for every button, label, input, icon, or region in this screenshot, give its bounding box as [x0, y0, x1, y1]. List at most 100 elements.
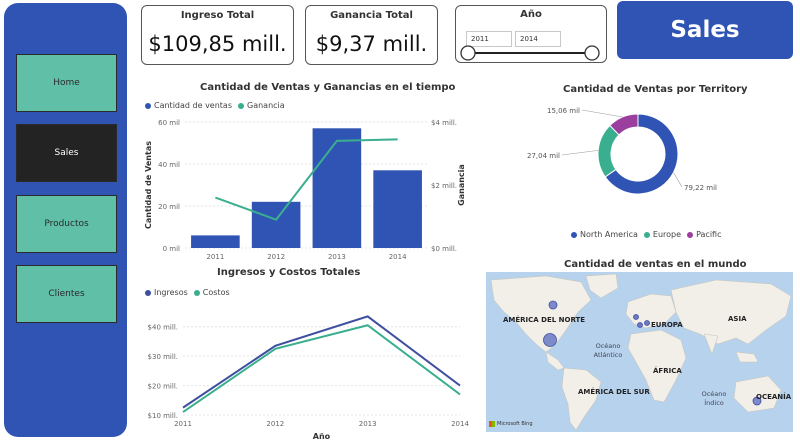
nav-clientes-button[interactable]: Clientes	[16, 265, 117, 323]
map-bubble-australia[interactable]	[752, 396, 762, 406]
legend-label-costos: Costos	[202, 288, 230, 297]
x-tick-label: 2011	[174, 420, 192, 428]
year-slicer: Año 2011 2014	[455, 5, 607, 63]
slider-handle-end[interactable]	[584, 45, 600, 61]
continent-indonesia	[735, 351, 759, 363]
x-axis-title: Año	[313, 432, 331, 441]
nav-productos-label: Productos	[44, 219, 89, 229]
profit-line	[215, 138, 398, 221]
y-tick-label: $20 mill.	[148, 383, 178, 391]
year-range-slider[interactable]	[456, 44, 606, 62]
legend-dot-ingresos	[145, 289, 151, 296]
continent-greenland	[585, 273, 619, 299]
donut-slice	[604, 113, 679, 195]
map-label-asia: ASIA	[728, 315, 747, 323]
nav-home-button[interactable]: Home	[16, 54, 117, 112]
y-tick-label: $30 mill.	[148, 353, 178, 361]
x-tick-label: 2013	[328, 253, 346, 261]
legend-dot-ganancia	[238, 102, 244, 109]
world-map-canvas	[490, 273, 792, 431]
map-label-indian-ocean: Océano Índico	[701, 390, 727, 407]
map-bubble-canada[interactable]	[548, 300, 558, 310]
donut-slice	[609, 113, 639, 136]
nav-clientes-label: Clientes	[48, 289, 85, 299]
legend-dot-europe	[643, 231, 650, 238]
y-tick-label: 60 mil	[158, 119, 180, 127]
continent-central-america	[545, 351, 565, 371]
donut-leader-line	[581, 109, 623, 118]
legend-dot-north-america	[571, 231, 577, 238]
donut-leader-line	[561, 150, 599, 156]
donut-leader-line	[673, 172, 683, 188]
cost-line	[182, 324, 461, 413]
map-attribution-label: Microsoft Bing	[497, 421, 533, 427]
map-bubble-uk[interactable]	[633, 314, 639, 320]
kpi-ingreso-title: Ingreso Total	[180, 10, 255, 21]
continent-asia	[670, 279, 792, 345]
legend-label-north-america: North America	[580, 230, 638, 239]
donut-data-label: 15,06 mil	[547, 107, 580, 115]
x-tick-label: 2012	[267, 253, 285, 261]
year-to-input[interactable]: 2014	[515, 31, 561, 47]
territory-donut-chart: 79,22 mil 27,04 mil 15,06 mil	[527, 107, 717, 195]
x-tick-label: 2012	[266, 420, 284, 428]
x-tick-label: 2014	[389, 253, 407, 261]
map-label-europe: EUROPA	[651, 321, 683, 329]
nav-home-label: Home	[53, 78, 80, 88]
bar	[191, 235, 240, 248]
map-bubble-usa[interactable]	[543, 333, 557, 347]
y-tick-label: 20 mil	[158, 203, 180, 211]
y-tick-label: $40 mill.	[148, 324, 178, 332]
nav-productos-button[interactable]: Productos	[16, 195, 117, 253]
territory-legend: North America Europe Pacific	[571, 230, 722, 239]
legend-dot-costos	[193, 289, 200, 296]
map-label-south-america: AMÉRICA DEL SUR	[578, 388, 650, 396]
map-attribution: Microsoft Bing	[489, 421, 533, 427]
sales-profit-legend: Cantidad de ventas Ganancia	[145, 101, 285, 110]
legend-dot-pacific	[687, 231, 694, 238]
legend-label-ventas: Cantidad de ventas	[154, 101, 232, 110]
continent-europe	[625, 293, 677, 329]
slider-handle-start[interactable]	[460, 45, 476, 61]
legend-label-pacific: Pacific	[696, 230, 722, 239]
continent-india	[703, 333, 719, 355]
x-tick-label: 2014	[451, 420, 469, 428]
continent-australia	[733, 375, 782, 413]
y-tick-label: 0 mil	[163, 245, 180, 253]
donut-data-label: 27,04 mil	[527, 152, 560, 160]
continent-north-america	[490, 275, 592, 353]
y2-axis-title: Ganancia	[457, 164, 466, 206]
y-tick-label: 40 mil	[158, 161, 180, 169]
x-tick-label: 2013	[359, 420, 377, 428]
legend-label-europe: Europe	[652, 230, 682, 239]
sales-profit-chart: 0 mil 20 mil 40 mil 60 mil $0 mill. $2 mill. $…	[144, 119, 466, 261]
nav-sales-button[interactable]: Sales	[16, 124, 117, 182]
x-tick-label: 2011	[206, 253, 224, 261]
kpi-ingreso-value: $109,85 mill.	[148, 32, 287, 56]
map-bubble-france[interactable]	[637, 322, 643, 328]
y2-tick-label: $4 mill.	[431, 119, 457, 127]
page-title: Sales	[617, 1, 793, 59]
legend-label-ingresos: Ingresos	[154, 288, 188, 297]
map-label-north-america: AMÉRICA DEL NORTE	[503, 316, 586, 324]
y-axis-title: Cantidad de Ventas	[144, 141, 153, 229]
year-from-input[interactable]: 2011	[466, 31, 512, 47]
legend-dot-ventas	[145, 102, 151, 109]
bar	[251, 201, 301, 248]
legend-label-ganancia: Ganancia	[247, 101, 285, 110]
sidebar: Home Sales Productos Clientes	[4, 3, 127, 437]
revenue-cost-chart: $10 mill. $20 mill. $30 mill. $40 mill. 2011…	[148, 315, 469, 441]
territory-chart-title: Cantidad de Ventas por Territory	[563, 84, 748, 95]
revenue-line	[182, 315, 461, 409]
year-slicer-title: Año	[520, 9, 542, 20]
map-bubble-germany[interactable]	[644, 320, 650, 326]
kpi-ganancia-card: Ganancia Total $9,37 mill.	[305, 5, 438, 65]
map-label-atlantic: Océano Atlántico	[593, 342, 623, 359]
kpi-ingreso-card: Ingreso Total $109,85 mill.	[141, 5, 294, 65]
donut-data-label: 79,22 mil	[684, 184, 717, 192]
y2-tick-label: $2 mill.	[431, 182, 457, 190]
continent-africa	[627, 329, 687, 403]
revenue-cost-chart-title: Ingresos y Costos Totales	[217, 267, 361, 278]
world-map[interactable]: AMÉRICA DEL NORTE EUROPA ASIA Océano Atl…	[486, 272, 793, 432]
world-map-title: Cantidad de ventas en el mundo	[564, 259, 747, 270]
